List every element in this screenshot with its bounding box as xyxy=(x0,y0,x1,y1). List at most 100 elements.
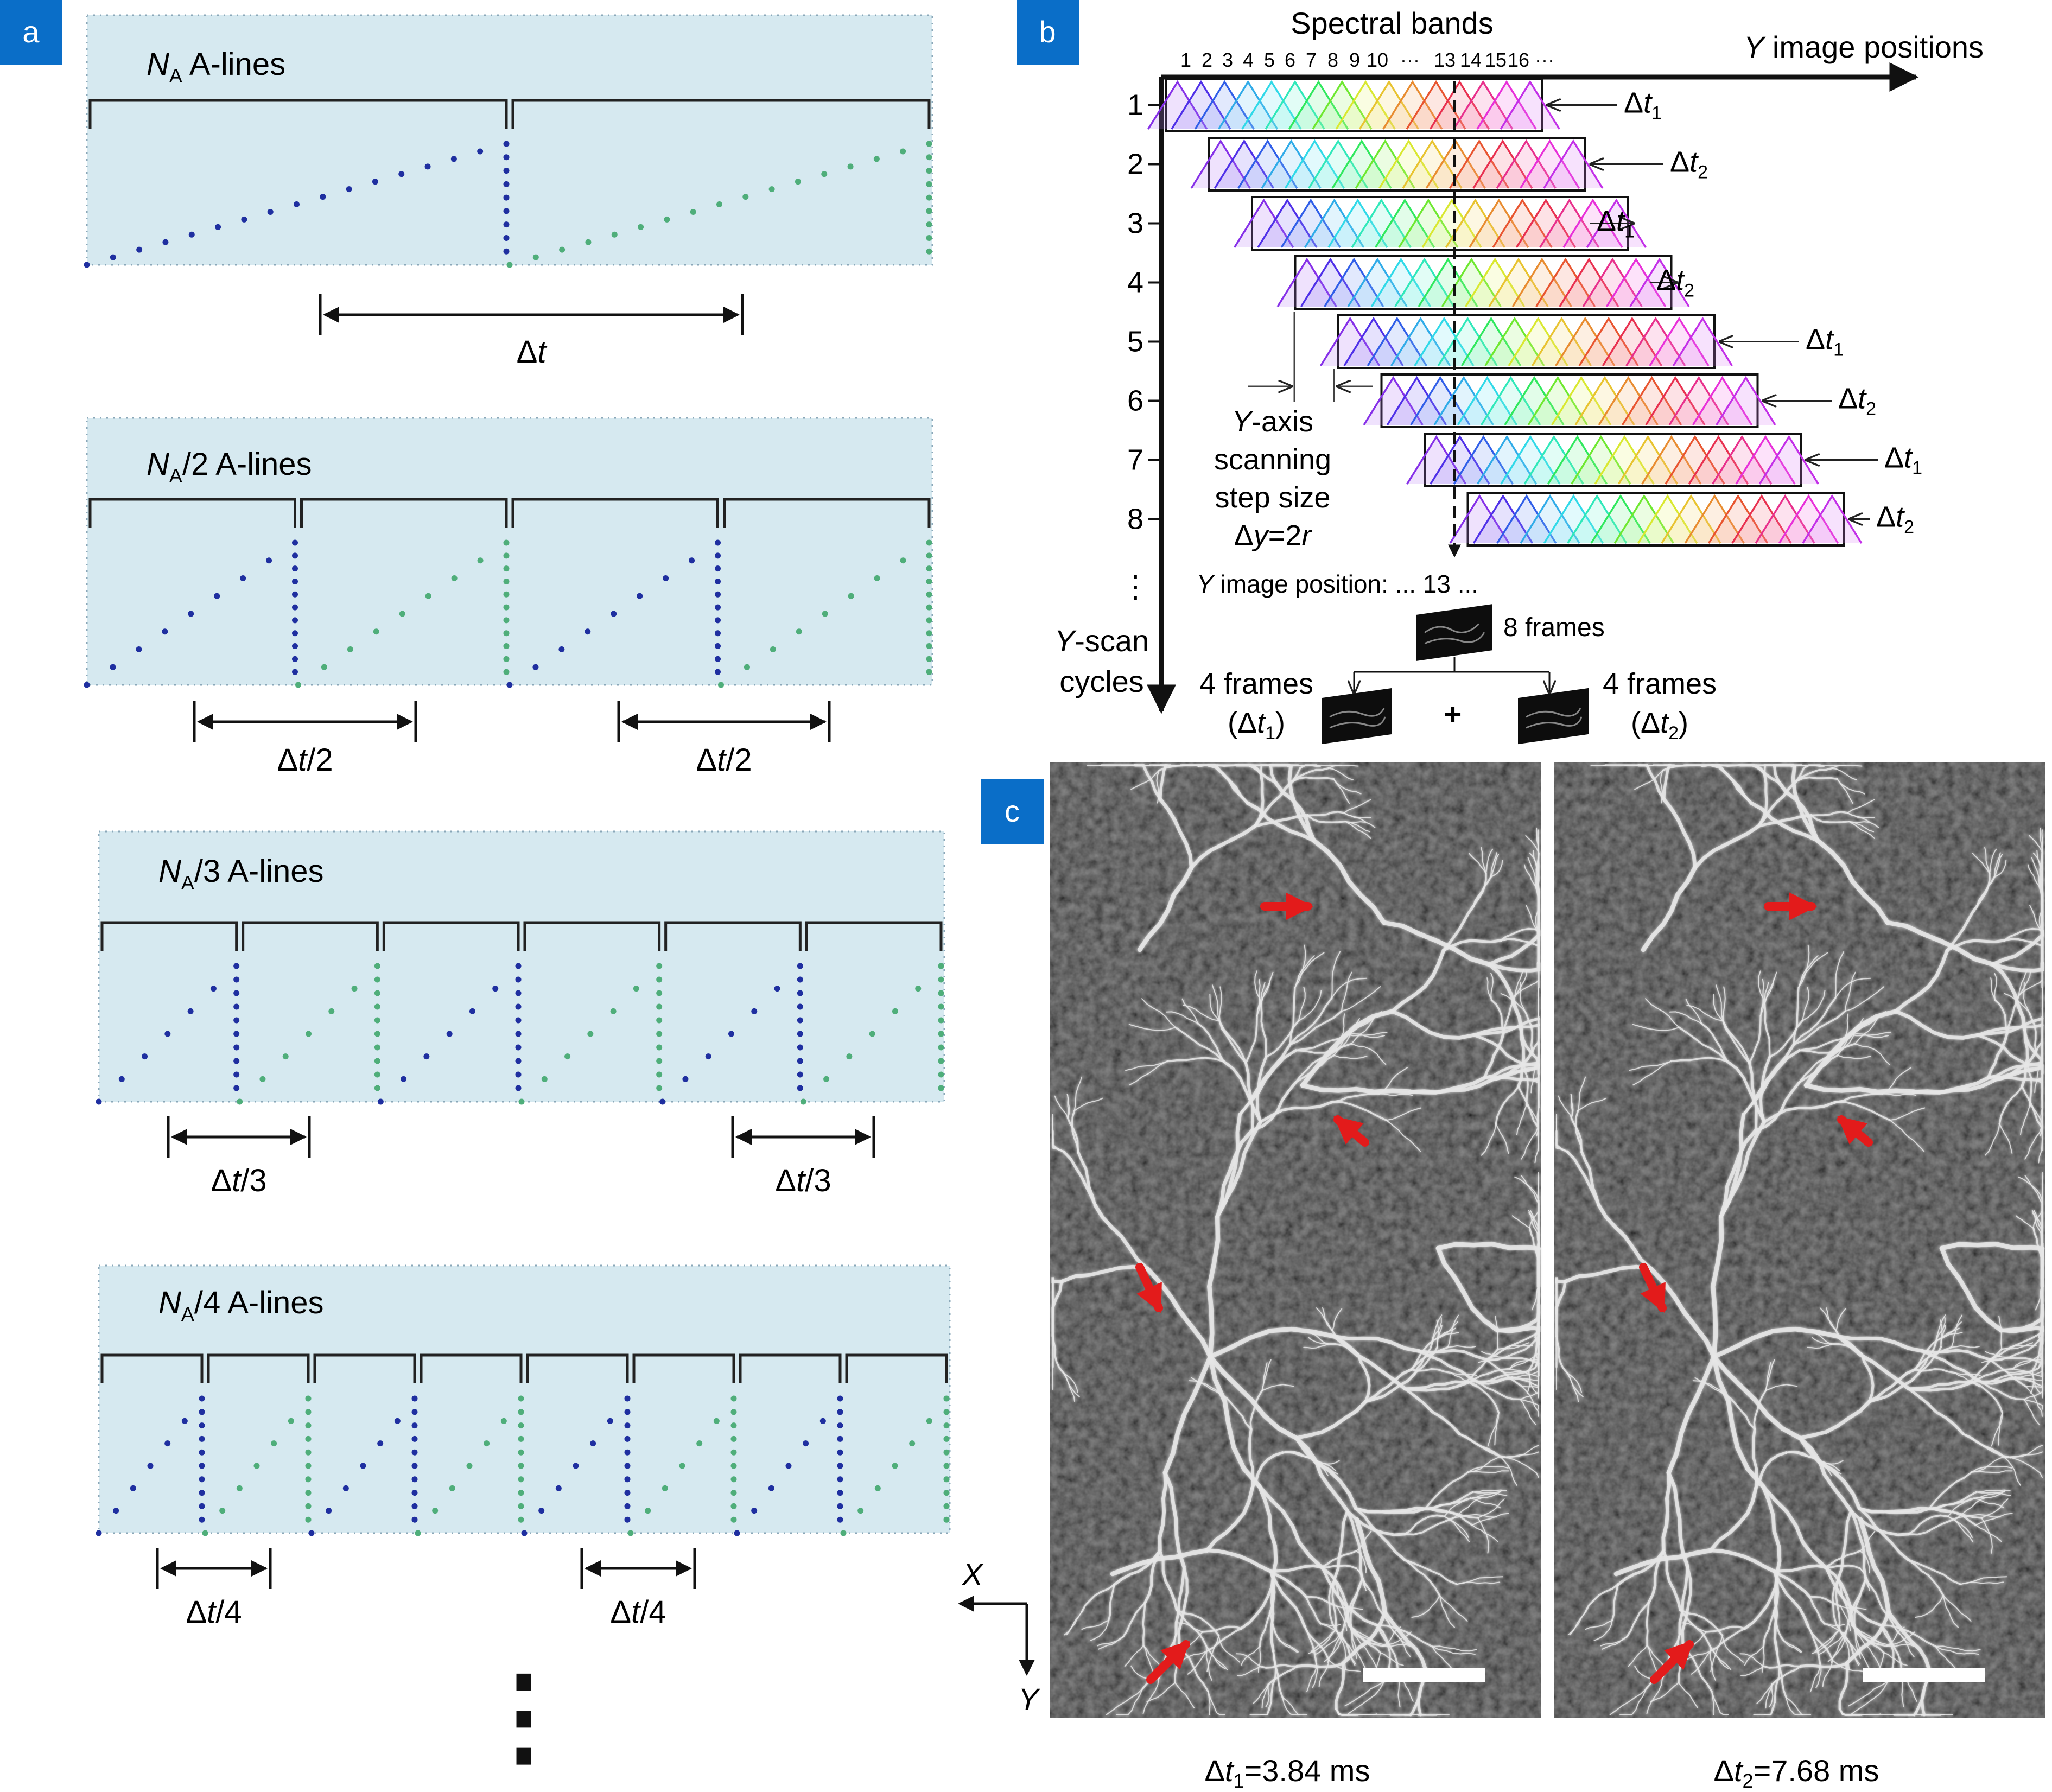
vessel-segment xyxy=(1527,1370,1531,1394)
spectral-band-curve xyxy=(1308,139,1369,189)
flyback-dot xyxy=(797,1044,803,1051)
spectral-band-curve xyxy=(1571,435,1631,485)
red-arrow xyxy=(1650,1640,1694,1684)
vessel-segment xyxy=(1146,1682,1176,1702)
spectral-band-curve xyxy=(1355,139,1415,189)
vessel-segment xyxy=(1971,1470,2013,1473)
vessel-segment xyxy=(1282,1696,1308,1715)
band-number: 7 xyxy=(1306,49,1317,71)
vessel-segment xyxy=(1174,1682,1195,1708)
spectral-band-curve xyxy=(1617,435,1679,485)
vessel-segment xyxy=(1971,1368,2014,1383)
a-line-dot xyxy=(503,539,510,546)
spectral-band-curve xyxy=(1194,80,1255,130)
vessel-segment xyxy=(1629,1060,1672,1071)
flyback-dot xyxy=(837,1449,843,1456)
vessel-segment xyxy=(1336,1631,1356,1666)
vessel-segment xyxy=(1971,1466,2012,1473)
flyback-dot xyxy=(199,1449,205,1456)
vessel-segment xyxy=(1306,811,1345,817)
frame-stack-8 xyxy=(1416,604,1492,661)
segment-brace xyxy=(739,1353,842,1383)
vessel-segment xyxy=(1517,1085,1539,1128)
vessel-segment xyxy=(1882,1093,1917,1096)
vessel-segment xyxy=(1994,999,2008,1034)
vessel-segment xyxy=(1410,1346,1449,1371)
vessel-segment xyxy=(1972,853,1991,874)
vessel-segment xyxy=(1563,1264,1653,1283)
vessel-segment xyxy=(1404,1514,1445,1535)
flyback-dot xyxy=(926,617,932,624)
a-line-dot xyxy=(373,628,379,635)
a-line-dot xyxy=(342,1485,349,1491)
spectral-band-curve xyxy=(1367,316,1427,366)
a-line-dot xyxy=(147,1463,154,1469)
vessel-segment xyxy=(1096,1636,1124,1647)
panel-a-tag-label: a xyxy=(22,15,40,49)
a-line-dot xyxy=(797,963,803,969)
spectral-band-curve xyxy=(1551,376,1612,425)
vessel-segment xyxy=(1481,1351,1508,1358)
vessel-segment xyxy=(1066,1611,1083,1636)
vessel-segment xyxy=(1824,1623,1846,1635)
band-number: 1 xyxy=(1180,49,1191,71)
vessel-segment xyxy=(1814,1629,1840,1652)
vessel-segment xyxy=(1711,1214,1724,1359)
flyback-dot xyxy=(305,1516,312,1523)
vessel-segment xyxy=(1854,1015,1880,1045)
vessel-segment xyxy=(1580,1151,1600,1207)
segment-brace xyxy=(526,1353,629,1383)
spectral-row: 5 Δt1 xyxy=(1127,314,1844,369)
scale-bar xyxy=(1863,1668,1985,1682)
sweep-row-label: NA/3 A-lines xyxy=(158,854,323,894)
vessel-segment xyxy=(1472,1024,1540,1037)
vessel-segment xyxy=(1793,1010,1846,1046)
vessel-segment xyxy=(1268,764,1293,768)
vessel-segment xyxy=(1335,1662,1345,1711)
vessel-segment xyxy=(1364,1372,1416,1403)
vessel-segment xyxy=(1838,1662,1849,1711)
flyback-dot xyxy=(656,1017,663,1024)
vessel-segment xyxy=(1130,770,1160,790)
vessel-segment xyxy=(1951,1314,1963,1348)
flyback-dot xyxy=(374,976,380,983)
vessel-segment xyxy=(1632,1060,1672,1086)
a-line-dot xyxy=(624,1395,631,1402)
vessel-segment xyxy=(1907,1559,1945,1597)
flyback-dot xyxy=(503,234,510,241)
a-line-dot xyxy=(181,1418,188,1424)
vessel-segment xyxy=(1142,1602,1146,1647)
a-line-dot xyxy=(399,611,405,617)
vessel-segment xyxy=(1632,1024,1680,1031)
a-line-dot xyxy=(305,1395,312,1402)
vessel-segment xyxy=(1775,1575,1810,1628)
vessel-segment xyxy=(1468,853,1487,874)
a-line-dot xyxy=(587,1031,594,1037)
a-line-dot xyxy=(585,239,592,245)
vessel-segment xyxy=(1989,848,1997,874)
vessel-segment xyxy=(1162,1354,1213,1475)
vessel-segment xyxy=(2024,1175,2043,1205)
vessel-segment xyxy=(1840,1605,1867,1610)
vessel-segment xyxy=(1848,821,1875,833)
flyback-dot xyxy=(730,1503,737,1509)
vessel-segment xyxy=(1725,1060,1766,1123)
vessel-segment xyxy=(1798,1436,1862,1510)
spectral-band-curve xyxy=(1515,198,1577,248)
a-line-dot xyxy=(690,208,696,215)
spectral-band-curve xyxy=(1574,376,1635,425)
vessel-segment xyxy=(1577,1097,1607,1111)
vessel-segment xyxy=(1386,1107,1422,1121)
a-line-dot xyxy=(837,1395,843,1402)
spectral-band-curve xyxy=(1410,376,1471,425)
flyback-dot xyxy=(715,552,721,559)
spectral-band-curve xyxy=(1280,198,1341,248)
vessel-segment xyxy=(1815,838,1890,925)
a-line-dot xyxy=(306,1031,312,1037)
plus-sign: + xyxy=(1444,697,1462,731)
a-line-dot xyxy=(730,1395,737,1402)
vessel-segment xyxy=(1501,1370,1529,1374)
vessel-segment xyxy=(1678,1682,1698,1708)
vessel-segment xyxy=(1424,1491,1473,1510)
flyback-dot xyxy=(715,630,721,637)
